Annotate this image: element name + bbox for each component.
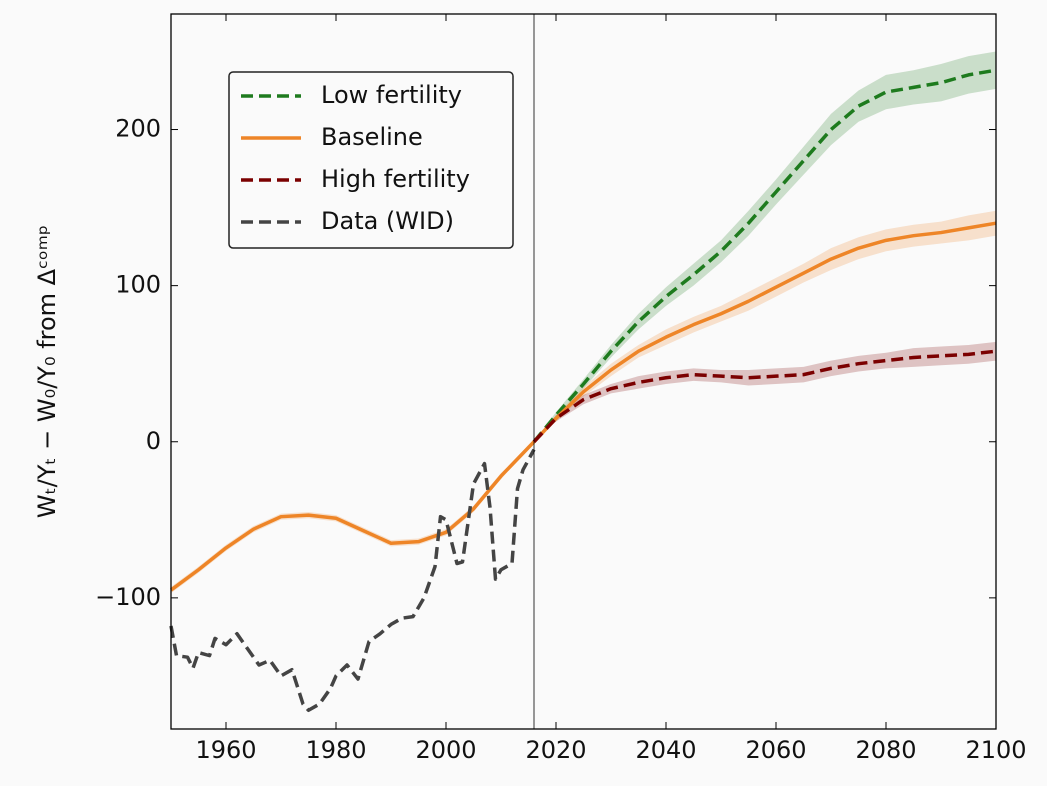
y-tick-label: 100 bbox=[115, 271, 161, 299]
x-tick-label: 2020 bbox=[525, 736, 586, 764]
x-tick-label: 2000 bbox=[415, 736, 476, 764]
y-tick-label: 0 bbox=[146, 427, 161, 455]
x-tick-label: 2100 bbox=[965, 736, 1026, 764]
plot-frame bbox=[170, 13, 997, 730]
x-tick-label: 2040 bbox=[635, 736, 696, 764]
y-tick-label: 200 bbox=[115, 115, 161, 143]
legend-box bbox=[228, 71, 514, 249]
legend-label: Low fertility bbox=[321, 81, 462, 109]
x-tick-label: 2060 bbox=[745, 736, 806, 764]
y-tick-label: −100 bbox=[95, 583, 161, 611]
series-line bbox=[532, 349, 997, 443]
y-axis-label: Wₜ/Yₜ − W₀/Y₀ from Δᶜᵒᵐᵖ bbox=[33, 225, 61, 518]
x-tick-label: 1980 bbox=[305, 736, 366, 764]
confidence-band bbox=[534, 51, 996, 442]
series-line bbox=[169, 221, 997, 592]
series-line bbox=[532, 68, 997, 443]
legend-label: Data (WID) bbox=[321, 207, 454, 235]
legend-label: High fertility bbox=[321, 165, 470, 193]
x-tick-label: 1960 bbox=[195, 736, 256, 764]
series-line bbox=[169, 448, 536, 713]
legend-label: Baseline bbox=[321, 123, 423, 151]
x-tick-label: 2080 bbox=[855, 736, 916, 764]
confidence-band bbox=[534, 341, 996, 442]
